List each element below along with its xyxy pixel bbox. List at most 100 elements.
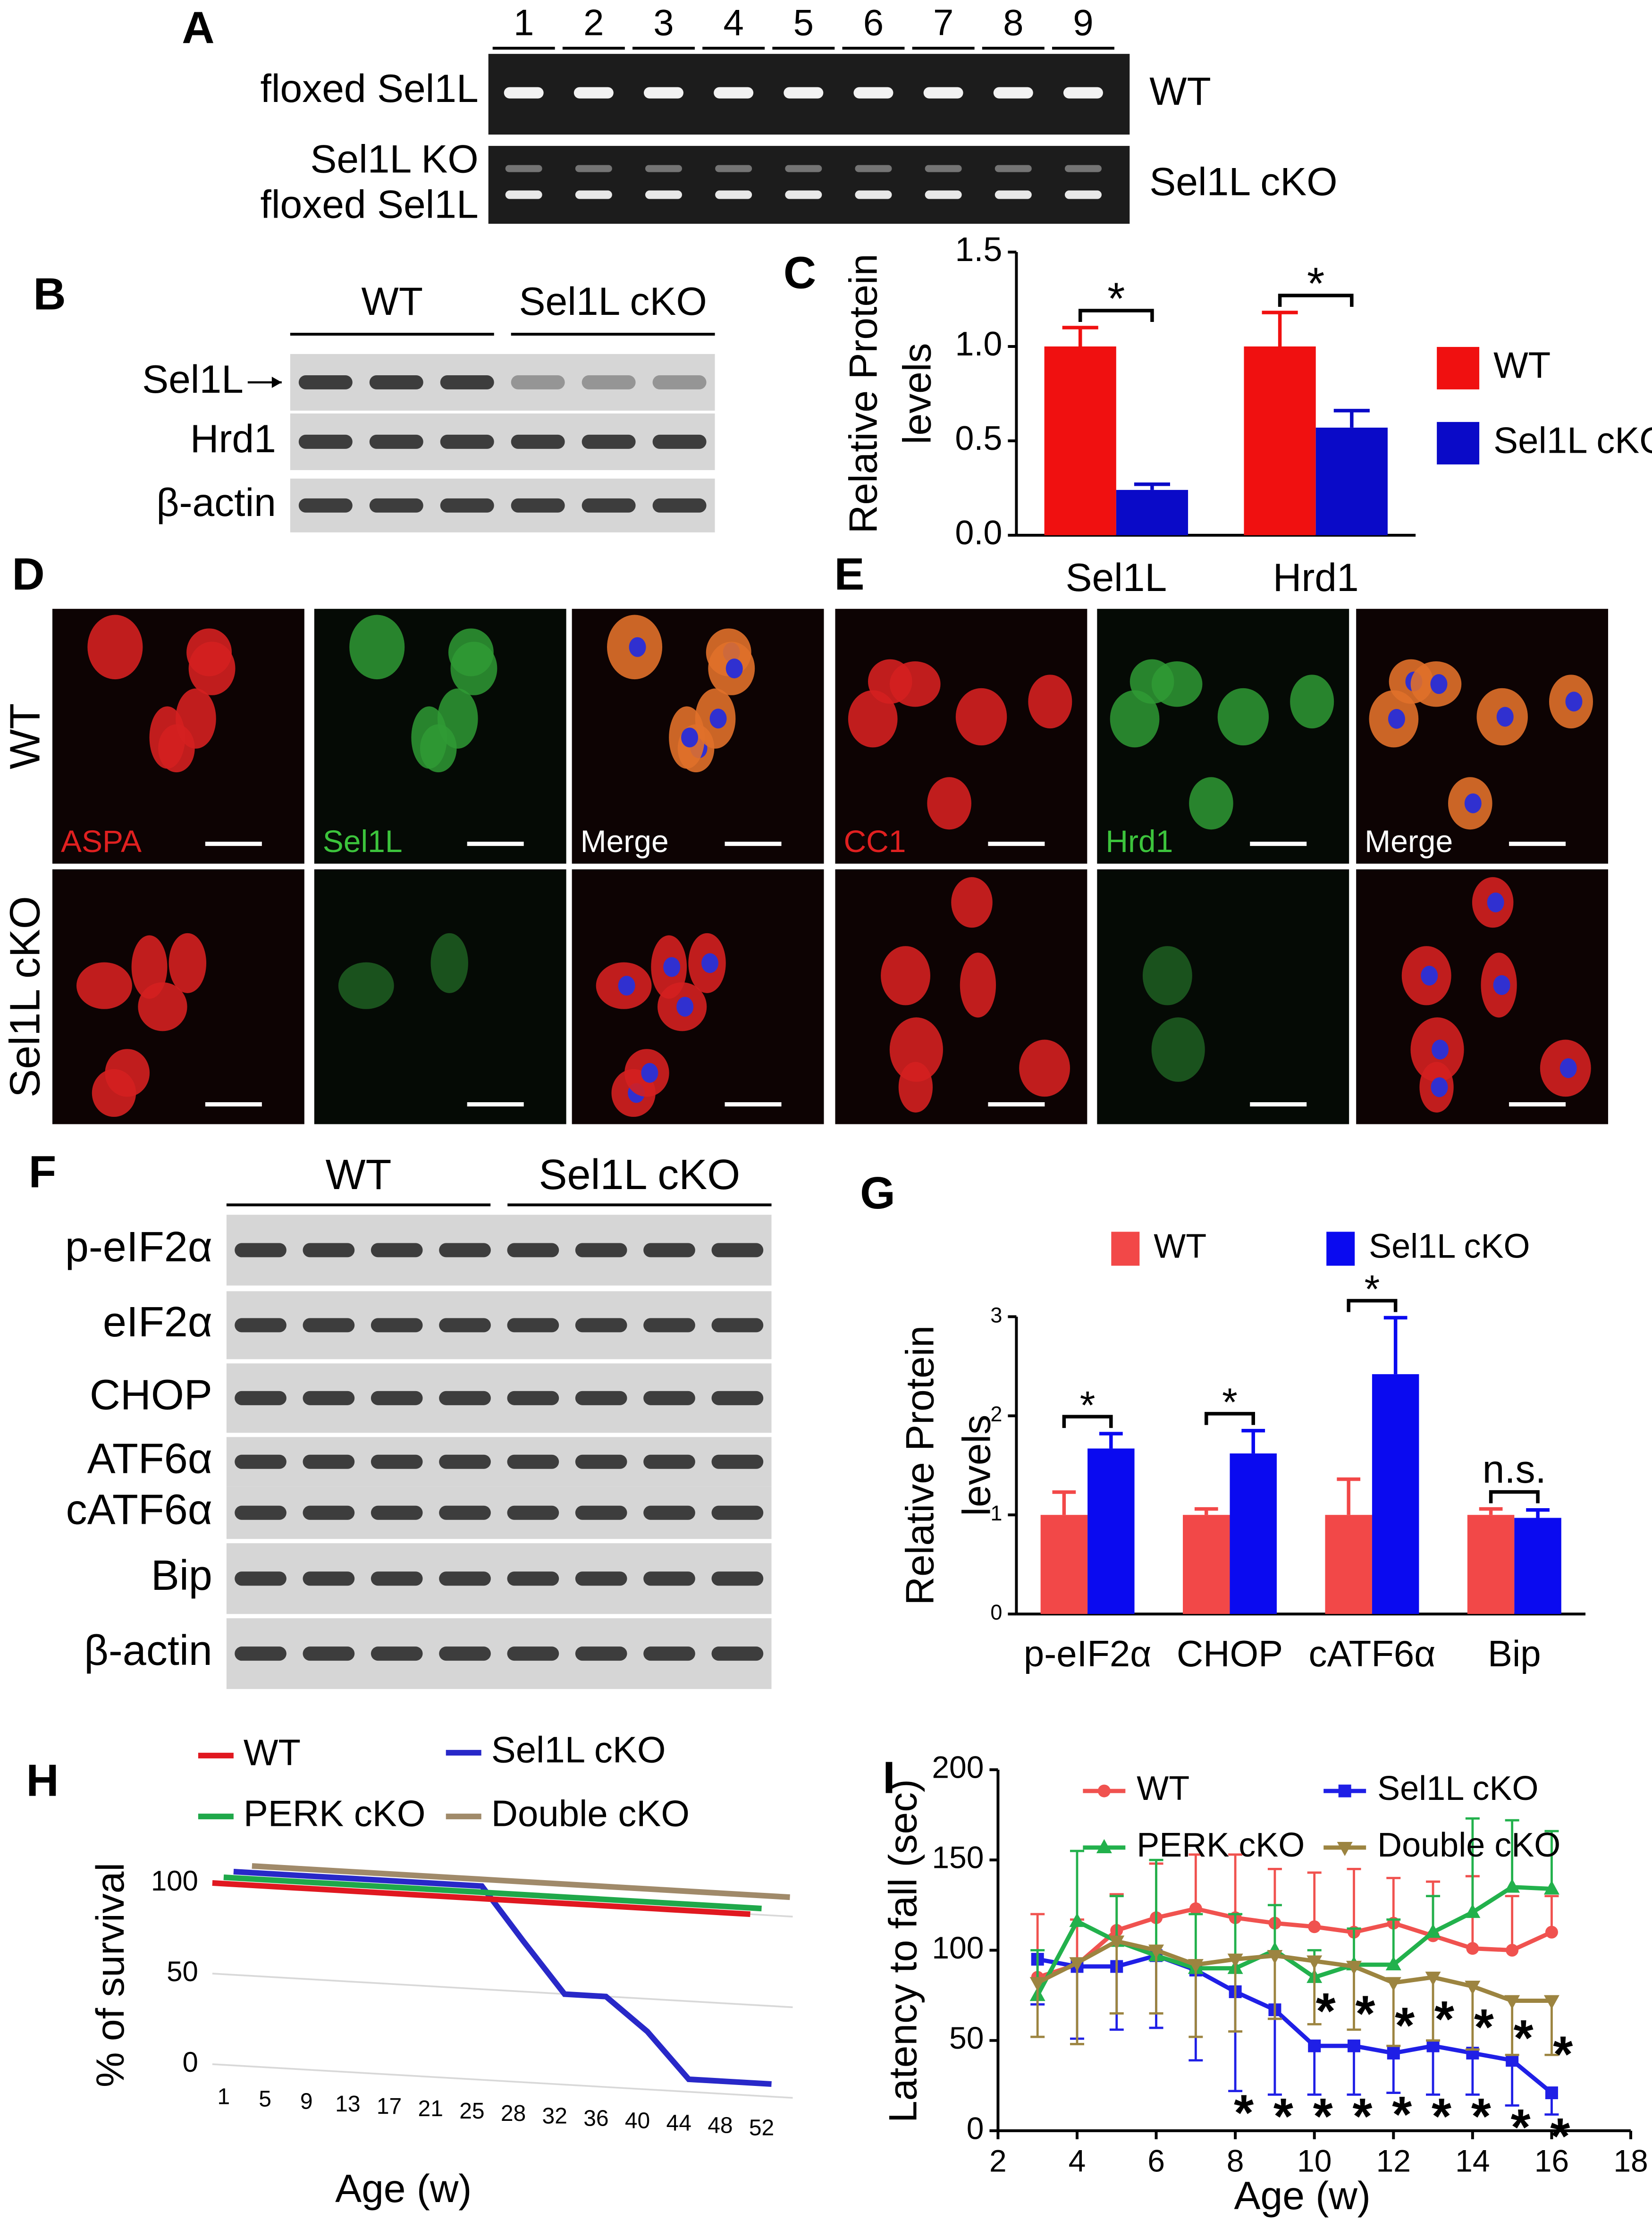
nucleus: [1388, 709, 1405, 729]
marker: [1543, 1995, 1559, 2009]
cell: [960, 953, 996, 1018]
gel-band: [644, 87, 683, 99]
significance: *: [1365, 1267, 1380, 1311]
marker: [1306, 1955, 1323, 1970]
marker: [1029, 1977, 1045, 1992]
nucleus: [663, 957, 681, 977]
marker: [1337, 1842, 1353, 1857]
legend-label: WT: [1493, 345, 1551, 386]
blot-band: [235, 1571, 287, 1586]
cell: [951, 877, 993, 928]
channel-label: Sel1L: [323, 824, 403, 859]
blot-band: [643, 1391, 695, 1405]
marker: [1465, 1980, 1481, 1995]
x-tick-label: 1: [218, 2085, 230, 2110]
nucleus: [681, 727, 699, 748]
gel-band: [784, 87, 824, 99]
marker: [1109, 1935, 1125, 1950]
y-axis-label: Relative Protein: [841, 254, 885, 534]
gel-row-label: Sel1L KO: [310, 137, 478, 181]
marker: [1506, 1943, 1519, 1957]
blot-band: [575, 1454, 627, 1469]
blot-band: [575, 1318, 627, 1333]
bar: [1183, 1515, 1230, 1614]
significance: *: [1316, 1982, 1336, 2039]
y-tick-label: 1.0: [955, 325, 1002, 363]
nucleus: [1432, 1039, 1449, 1060]
nucleus: [1565, 692, 1583, 712]
x-tick-label: 21: [418, 2096, 443, 2121]
lane-number: 8: [1003, 2, 1023, 43]
legend-swatch: [1437, 422, 1480, 464]
blot-band: [371, 1505, 423, 1520]
x-tick-label: Hrd1: [1273, 555, 1359, 599]
nucleus: [1464, 793, 1482, 813]
gel-band: [995, 190, 1032, 199]
cell: [1110, 690, 1160, 748]
gel-band: [1063, 87, 1103, 99]
x-tick-label: 32: [542, 2103, 567, 2128]
y-tick-label: 0.5: [955, 420, 1002, 457]
x-tick-label: 36: [583, 2106, 608, 2131]
blot-band: [711, 1318, 764, 1333]
blot-band: [439, 1646, 491, 1661]
gel-band: [714, 87, 754, 99]
significance: *: [1550, 2107, 1570, 2164]
bar: [1116, 490, 1188, 535]
panel-label: D: [12, 549, 44, 599]
nucleus: [641, 1063, 658, 1083]
blot-band: [440, 434, 494, 449]
cell: [450, 642, 497, 695]
cell: [955, 688, 1007, 746]
gel-genotype: Sel1L cKO: [1149, 160, 1337, 204]
marker: [1188, 1959, 1204, 1974]
gel-row-label: floxed Sel1L: [261, 182, 479, 227]
blot-row-label: eIF2α: [103, 1299, 212, 1346]
bar: [1087, 1448, 1135, 1614]
blot-band: [369, 498, 423, 513]
y-tick-label: 0.0: [955, 514, 1002, 552]
x-tick-label: 2: [989, 2143, 1007, 2178]
gel-band: [505, 165, 542, 172]
legend-label: Double cKO: [1377, 1826, 1560, 1864]
blot-band: [643, 1454, 695, 1469]
blot-band: [371, 1454, 423, 1469]
significance: *: [1432, 2087, 1451, 2144]
x-tick-label: 18: [1613, 2143, 1648, 2178]
x-tick-label: 12: [1376, 2143, 1411, 2178]
significance-bracket: [1489, 1490, 1540, 1503]
gel-band: [925, 190, 962, 199]
marker: [1385, 1956, 1401, 1971]
x-tick-label: 25: [459, 2099, 484, 2124]
cell: [430, 933, 468, 993]
legend-label: WT: [1154, 1227, 1206, 1265]
blot-band: [298, 375, 353, 389]
y-tick-label: 100: [932, 1930, 984, 1965]
row-label: Sel1L cKO: [2, 896, 49, 1097]
marker: [1426, 2039, 1440, 2052]
group-label: WT: [361, 279, 423, 323]
y-tick-label: 2: [990, 1402, 1002, 1426]
blot-band: [711, 1243, 764, 1258]
nucleus: [618, 976, 635, 996]
nucleus: [1430, 674, 1448, 694]
micrograph: [1097, 869, 1349, 1124]
blot-band: [303, 1646, 355, 1661]
cell: [889, 1017, 943, 1082]
lane-number: 7: [933, 2, 953, 43]
blot-band: [652, 434, 707, 449]
cell: [176, 688, 216, 749]
bar: [1325, 1515, 1372, 1614]
significance: *: [1107, 273, 1125, 324]
x-tick-label: 4: [1069, 2143, 1086, 2178]
legend-label: Sel1L cKO: [491, 1729, 666, 1771]
bar: [1467, 1515, 1515, 1614]
bar: [1244, 346, 1316, 535]
significance: *: [1222, 1380, 1238, 1424]
group-label: WT: [326, 1151, 392, 1199]
blot-band: [511, 434, 565, 449]
x-tick-label: 17: [377, 2094, 402, 2119]
y-tick-label: 150: [932, 1840, 984, 1875]
blot-band: [439, 1505, 491, 1520]
